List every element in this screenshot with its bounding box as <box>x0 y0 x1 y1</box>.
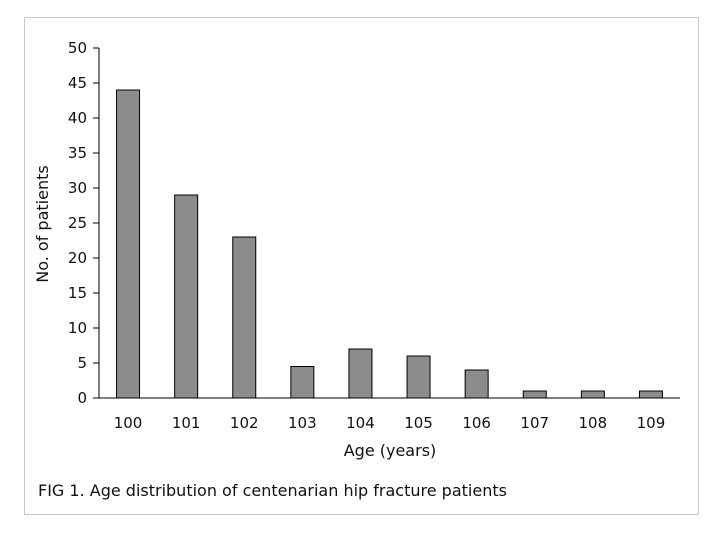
y-tick-label: 25 <box>68 214 87 232</box>
figure-frame <box>24 17 699 515</box>
y-tick-label: 45 <box>68 74 87 92</box>
bar-102 <box>232 236 257 399</box>
bar-107 <box>522 390 547 399</box>
y-axis-title: No. of patients <box>33 165 52 282</box>
bar-101 <box>174 194 199 399</box>
x-tick-label: 104 <box>346 414 375 432</box>
bar-109 <box>638 390 663 399</box>
x-tick-label: 101 <box>172 414 201 432</box>
y-tick-label: 40 <box>68 109 87 127</box>
figure-caption: FIG 1. Age distribution of centenarian h… <box>38 481 507 500</box>
bar-105 <box>406 355 431 399</box>
y-tick-label: 0 <box>77 389 87 407</box>
bar-103 <box>290 366 315 399</box>
x-axis-ticks: 100 101 102 103 104 105 106 107 108 109 <box>114 414 666 432</box>
x-tick-label: 107 <box>520 414 549 432</box>
bars <box>116 89 663 399</box>
x-tick-label: 106 <box>462 414 491 432</box>
y-tick-label: 30 <box>68 179 87 197</box>
x-tick-label: 109 <box>637 414 666 432</box>
y-tick-label: 50 <box>68 39 87 57</box>
bar-104 <box>348 348 373 399</box>
bar-108 <box>580 390 605 399</box>
x-axis-title: Age (years) <box>344 441 437 460</box>
y-tick-label: 5 <box>77 354 87 372</box>
x-tick-label: 102 <box>230 414 259 432</box>
y-tick-label: 20 <box>68 249 87 267</box>
x-tick-label: 105 <box>404 414 433 432</box>
y-axis-ticks: 0 5 10 15 20 25 30 35 40 45 50 <box>68 39 99 407</box>
x-tick-label: 100 <box>114 414 143 432</box>
x-tick-label: 108 <box>579 414 608 432</box>
bar-106 <box>464 369 489 399</box>
y-tick-label: 15 <box>68 284 87 302</box>
x-tick-label: 103 <box>288 414 317 432</box>
y-tick-label: 10 <box>68 319 87 337</box>
bar-100 <box>116 89 141 399</box>
y-tick-label: 35 <box>68 144 87 162</box>
